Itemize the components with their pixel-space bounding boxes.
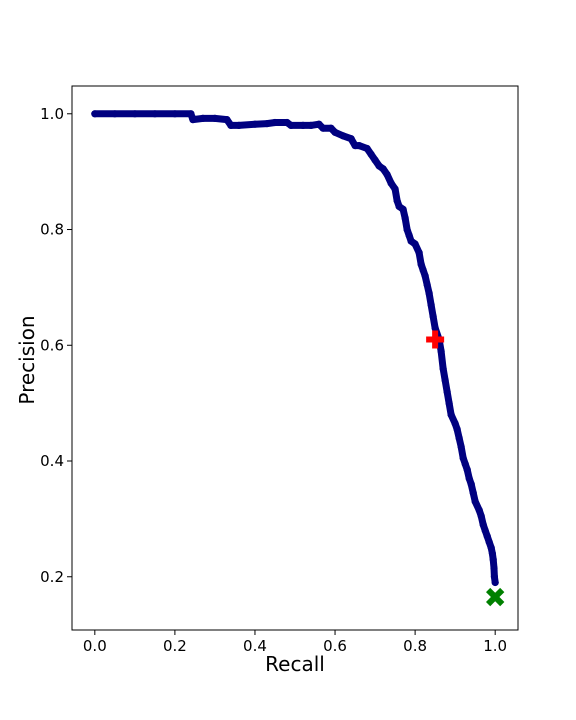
data-point <box>399 205 407 213</box>
y-tick-label: 0.8 <box>40 221 64 239</box>
data-point <box>469 489 477 497</box>
data-point <box>379 165 387 173</box>
data-point <box>347 135 355 143</box>
data-point <box>439 364 447 372</box>
data-point <box>431 324 439 332</box>
data-point <box>223 116 231 124</box>
data-point <box>355 142 363 150</box>
data-point <box>287 121 295 129</box>
data-point <box>339 132 347 140</box>
data-point <box>383 170 391 179</box>
data-point <box>211 114 219 122</box>
data-point <box>189 116 197 124</box>
data-point <box>459 454 467 462</box>
x-tick-label: 0.8 <box>403 637 427 655</box>
data-point <box>483 532 491 540</box>
data-point <box>187 110 195 118</box>
data-point <box>131 110 139 118</box>
y-tick-label: 0.6 <box>40 336 64 354</box>
data-point <box>490 573 498 581</box>
data-point <box>403 225 411 234</box>
data-point <box>457 442 465 451</box>
data-point <box>151 110 159 118</box>
data-point <box>423 280 431 289</box>
y-axis-label: Precision <box>15 315 39 404</box>
data-point <box>421 272 429 280</box>
data-point <box>371 156 379 164</box>
data-point <box>271 118 279 127</box>
data-point <box>479 521 487 529</box>
data-point <box>490 564 498 572</box>
data-point <box>401 214 409 222</box>
data-point <box>481 526 489 535</box>
y-tick-label: 0.4 <box>40 452 64 470</box>
data-point <box>251 120 259 128</box>
data-point <box>227 121 235 129</box>
data-point <box>425 289 433 297</box>
data-point <box>447 411 455 419</box>
data-point <box>485 538 493 546</box>
data-point <box>319 124 327 132</box>
data-point <box>331 128 339 136</box>
y-tick-label: 1.0 <box>40 105 64 123</box>
data-point <box>445 399 453 407</box>
x-tick-label: 0.2 <box>163 637 187 655</box>
data-point <box>307 121 315 129</box>
data-point <box>419 266 427 274</box>
data-point <box>391 185 399 193</box>
data-point <box>387 179 395 187</box>
data-point <box>417 260 425 268</box>
x-tick-label: 0.4 <box>243 637 267 655</box>
data-point <box>451 419 459 427</box>
data-point <box>263 120 271 128</box>
data-point <box>111 110 119 118</box>
x-axis: 0.0 0.2 0.4 0.6 0.8 1.0 <box>83 630 507 655</box>
data-point <box>235 121 243 129</box>
data-point <box>475 506 483 514</box>
data-point <box>453 425 461 433</box>
data-point <box>367 150 375 158</box>
data-point <box>489 555 497 564</box>
data-point <box>488 550 496 558</box>
data-point <box>463 466 471 474</box>
data-point <box>415 249 423 257</box>
data-point <box>441 376 449 384</box>
data-point <box>91 110 99 118</box>
marker-layer <box>426 330 505 607</box>
x-tick-label: 1.0 <box>483 637 507 655</box>
data-point <box>467 480 475 488</box>
data-point <box>437 347 445 355</box>
data-point <box>461 460 469 468</box>
x-tick-label: 0.6 <box>323 637 347 655</box>
data-point <box>393 197 401 205</box>
data-point <box>411 240 419 248</box>
y-axis: 0.2 0.4 0.6 0.8 1.0 <box>40 105 72 586</box>
y-tick-label: 0.2 <box>40 568 64 586</box>
data-point <box>455 434 463 442</box>
x-axis-label: Recall <box>265 652 325 676</box>
data-point <box>429 312 437 320</box>
data-point <box>477 512 485 520</box>
data-point <box>405 231 413 239</box>
data-point <box>471 497 479 506</box>
data-point <box>363 144 371 153</box>
red-plus-marker <box>426 330 445 349</box>
data-point <box>299 121 307 129</box>
data-point <box>443 388 451 396</box>
data-point <box>465 474 473 482</box>
data-point <box>171 110 179 118</box>
data-point <box>487 544 495 552</box>
data-point <box>491 578 499 587</box>
data-point <box>427 301 435 309</box>
green-x-marker <box>485 587 505 607</box>
data-point <box>199 114 207 122</box>
x-tick-label: 0.0 <box>83 637 107 655</box>
plot-area <box>71 85 519 631</box>
